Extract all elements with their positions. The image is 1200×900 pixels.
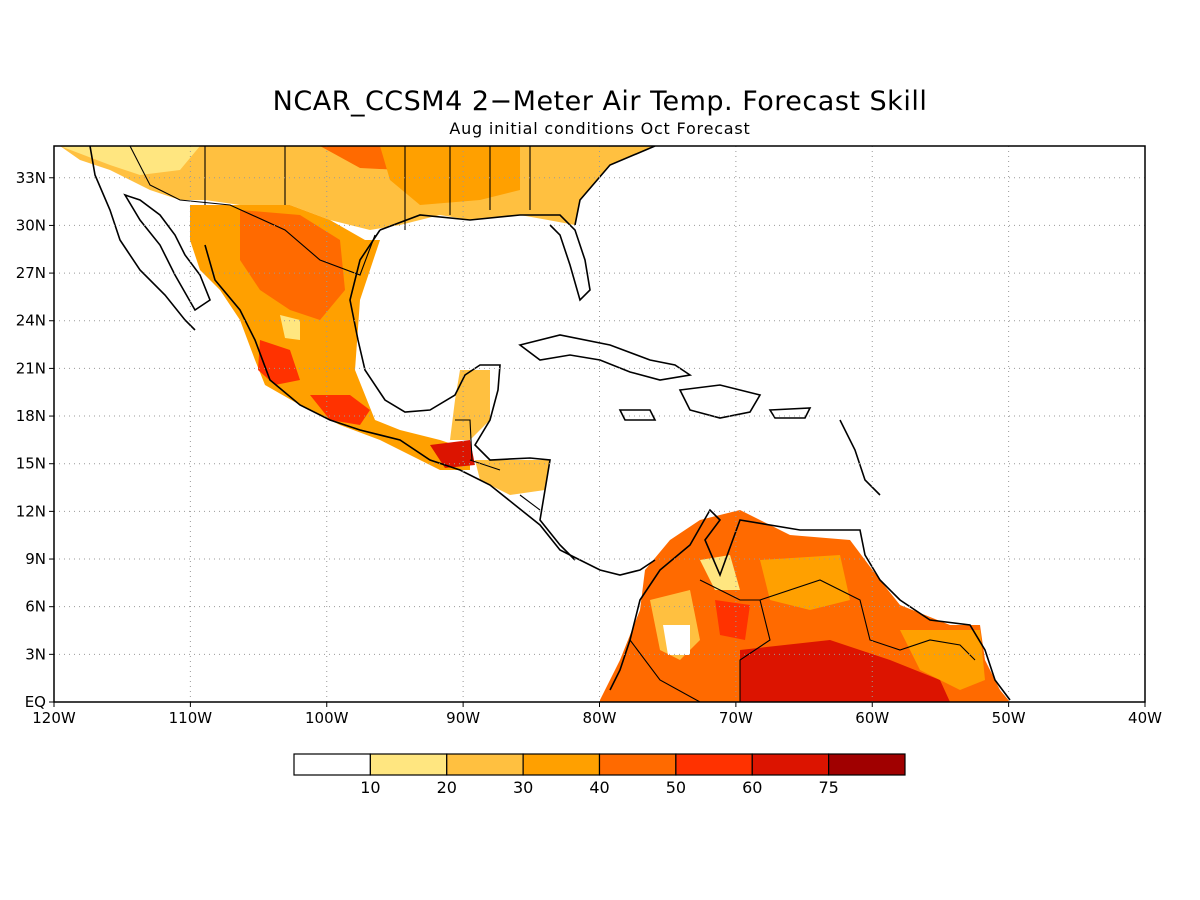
y-tick-label: 15N — [16, 455, 46, 473]
skill-shading — [60, 146, 1010, 702]
y-tick-label: 24N — [16, 312, 46, 330]
region-colombia-east — [715, 600, 750, 640]
region-brazil-north — [740, 640, 950, 702]
y-tick-label: 6N — [25, 598, 46, 616]
region-guatemala — [430, 440, 475, 468]
country-borders — [129, 146, 976, 702]
colorbar-label: 30 — [513, 778, 533, 797]
y-tick-label: 30N — [16, 216, 46, 234]
x-tick-label: 70W — [719, 709, 753, 727]
map-subtitle: Aug initial conditions Oct Forecast — [449, 119, 751, 138]
y-tick-label: 18N — [16, 407, 46, 425]
colorbar-swatch — [293, 753, 371, 776]
region-mexico-north — [240, 210, 345, 320]
region-venezuela — [760, 555, 850, 610]
colorbar: 10 20 30 40 50 60 75 — [293, 753, 906, 797]
region-guianas — [900, 630, 985, 690]
x-tick-label: 60W — [855, 709, 889, 727]
y-tick-label: 12N — [16, 502, 46, 520]
colorbar-swatch — [675, 753, 753, 776]
colorbar-label: 75 — [818, 778, 838, 797]
colorbar-label: 60 — [742, 778, 762, 797]
region-yucatan — [450, 370, 490, 440]
coastlines — [89, 146, 1011, 701]
x-tick-label: 40W — [1128, 709, 1162, 727]
region-usa-west — [60, 146, 200, 175]
colorbar-swatch — [369, 753, 448, 776]
grid-lines — [54, 146, 1145, 702]
colorbar-label: 50 — [666, 778, 686, 797]
colorbar-label: 20 — [437, 778, 457, 797]
x-tick-label: 110W — [169, 709, 213, 727]
y-axis: EQ 3N 6N 9N 12N 15N 18N 21N 24N 27N 30N 33N — [16, 169, 54, 711]
y-tick-label: 9N — [25, 550, 46, 568]
map-title: NCAR_CCSM4 2−Meter Air Temp. Forecast Sk… — [272, 86, 928, 117]
colorbar-swatch — [598, 753, 677, 776]
region-usa-core — [320, 146, 400, 170]
region-colombia-low — [663, 625, 690, 655]
y-tick-label: 3N — [25, 645, 46, 663]
y-tick-label: 33N — [16, 169, 46, 187]
y-tick-label: 21N — [16, 359, 46, 377]
colorbar-swatch — [828, 753, 906, 776]
x-tick-label: 100W — [305, 709, 349, 727]
region-mexico-south — [310, 395, 370, 425]
colorbar-swatch — [446, 753, 524, 776]
x-tick-label: 90W — [446, 709, 480, 727]
y-tick-label: EQ — [25, 693, 46, 711]
x-tick-label: 120W — [32, 709, 76, 727]
region-honduras — [475, 460, 550, 495]
y-tick-label: 27N — [16, 264, 46, 282]
colorbar-swatch — [751, 753, 830, 776]
region-venezuela-west — [700, 555, 740, 590]
region-mexico-low — [280, 315, 300, 340]
x-axis: 120W 110W 100W 90W 80W 70W 60W 50W 40W — [32, 702, 1162, 727]
colorbar-label: 40 — [589, 778, 609, 797]
x-tick-label: 80W — [583, 709, 617, 727]
colorbar-swatch — [522, 753, 601, 776]
colorbar-label: 10 — [360, 778, 380, 797]
x-tick-label: 50W — [992, 709, 1026, 727]
